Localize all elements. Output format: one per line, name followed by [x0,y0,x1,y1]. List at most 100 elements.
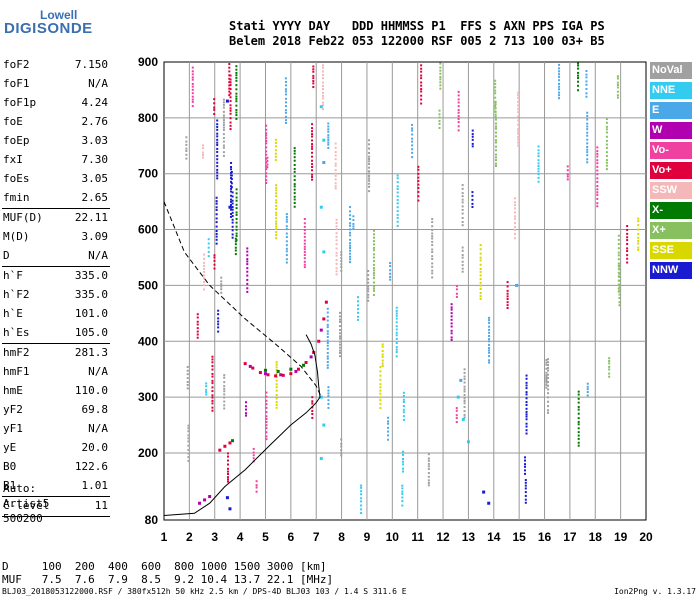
echo-dot [506,295,509,298]
echo-dot [367,299,370,302]
echo-dot [340,449,343,452]
echo-dot [517,104,520,107]
echo-dot [420,90,423,93]
echo-dot [427,472,430,475]
echo-dot [618,268,621,271]
echo-dot [379,383,382,386]
echo-dot [586,142,589,145]
echo-dot [357,304,360,307]
echo-dot [235,108,238,111]
echo-dot [327,395,330,398]
echo-dot [191,95,194,98]
echo-dot [506,285,509,288]
echo-dot [339,325,342,328]
echo-dot [379,389,382,392]
echo-dot [222,146,225,149]
echo-dot [461,187,464,190]
echo-dot [265,153,268,156]
echo-dot [187,459,190,462]
echo-dot [220,285,223,288]
echo-dot [387,422,390,425]
echo-dot [339,318,342,321]
echo-dot [427,453,430,456]
echo-dot [439,62,442,65]
echo-dot [220,288,223,291]
echo-dot [226,459,229,462]
echo-dot [229,117,232,120]
echo-dot [311,155,314,158]
echo-dot [479,287,482,290]
echo-dot [246,270,249,273]
echo-dot [524,481,527,484]
x-tick-label: 6 [287,530,294,544]
echo-dot [334,150,337,153]
echo-dot [215,230,218,233]
echo-dot [334,182,337,185]
param-row: foF1 N/A [0,75,112,94]
echo-dot [457,105,460,108]
param-label: hmF1 [3,365,30,378]
echo-dot [461,256,464,259]
echo-dot [222,151,225,154]
param-label: foE [3,115,23,128]
echo-dot [626,239,629,242]
param-row: yF1 N/A [0,420,112,439]
echo-dot [395,312,398,315]
echo-dot [357,315,360,318]
legend-entry: SSE [650,242,692,259]
echo-dot [525,404,528,407]
echo-dot [379,374,382,377]
echo-dot [402,458,405,461]
echo-dot [230,200,233,203]
echo-dot [585,73,588,76]
echo-dot [265,150,268,153]
echo-dot [547,366,550,369]
echo-dot [293,159,296,162]
echo-dot [463,416,466,419]
echo-dot [217,317,220,320]
logo-text-digisonde: DIGISONDE [4,20,93,37]
echo-dot [427,467,430,470]
echo-dot [211,394,214,397]
echo-dot [585,80,588,83]
echo-dot [285,250,288,253]
echo-dot [265,418,268,421]
param-value: 335.0 [74,269,108,282]
legend-entry: W [650,122,692,139]
echo-dot [228,70,231,73]
echo-dot [334,169,337,172]
echo-dot [545,386,548,389]
trace-point [322,161,326,165]
echo-dot [335,243,338,246]
echo-dot [411,151,414,154]
echo-dot [431,262,434,265]
echo-dot [217,323,220,326]
echo-dot [312,68,315,71]
echo-dot [596,173,599,176]
echo-dot [213,263,216,266]
echo-dot [608,375,611,378]
echo-dot [494,125,497,128]
dashed-curve [163,201,322,398]
echo-dot [547,381,550,384]
echo-dot [235,117,238,120]
echo-dot [265,134,268,137]
echo-dot [228,81,231,84]
echo-dot [246,247,249,250]
echo-dot [327,402,330,405]
param-value: 1.01 [81,479,109,492]
echo-dot [524,479,527,482]
echo-dot [334,172,337,175]
echo-dot [545,375,548,378]
echo-dot [322,91,325,94]
echo-dot [488,349,491,352]
echo-dot [461,254,464,257]
echo-dot [244,412,247,415]
echo-dot [373,243,376,246]
echo-dot [274,152,277,155]
param-row: foF2 7.150 [0,56,112,75]
echo-dot [275,386,278,389]
echo-dot [494,105,497,108]
echo-dot [368,151,371,154]
echo-dot [293,170,296,173]
